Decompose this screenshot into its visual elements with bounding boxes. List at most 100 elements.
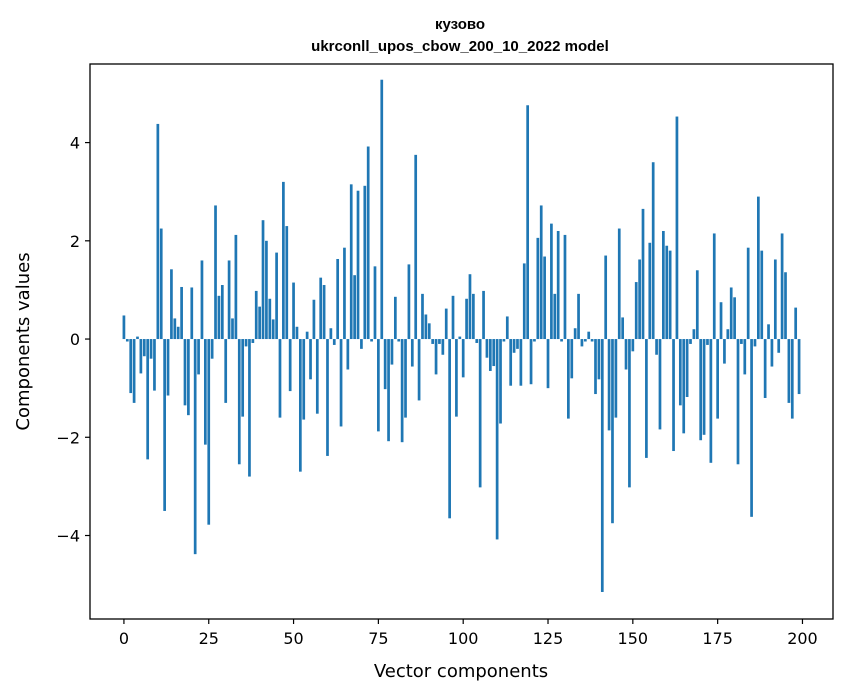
bar xyxy=(356,190,360,340)
bar xyxy=(546,339,550,389)
y-tick-label: −2 xyxy=(56,428,80,447)
bar xyxy=(397,339,401,342)
bar xyxy=(197,339,200,375)
bar xyxy=(431,339,435,344)
bar xyxy=(278,339,282,418)
bar xyxy=(153,339,156,391)
bar xyxy=(180,286,183,340)
x-tick-label: 75 xyxy=(368,629,388,648)
bar xyxy=(166,339,170,396)
bar xyxy=(407,264,411,340)
bar xyxy=(271,319,275,340)
bar xyxy=(529,339,533,385)
bar xyxy=(773,259,777,340)
bar xyxy=(404,339,407,418)
bar xyxy=(227,260,231,340)
bar xyxy=(763,339,767,398)
bar xyxy=(505,316,509,340)
bar xyxy=(302,339,306,420)
bar xyxy=(417,339,421,401)
bar xyxy=(485,339,489,358)
bar xyxy=(458,336,462,340)
bar xyxy=(614,339,618,418)
bar xyxy=(339,339,343,427)
bar xyxy=(662,230,665,340)
chart-title: кузово xyxy=(435,16,485,33)
bar xyxy=(353,275,356,340)
bar xyxy=(767,324,770,340)
x-axis-ticks: 0 25 50 75 100 125 150 175 200 xyxy=(119,619,818,648)
bar xyxy=(512,339,516,353)
bar xyxy=(692,329,696,340)
bar xyxy=(594,339,597,395)
bar xyxy=(746,247,750,340)
bar xyxy=(360,339,363,349)
x-tick-label: 200 xyxy=(787,629,818,648)
x-tick-label: 0 xyxy=(119,629,129,648)
bar xyxy=(475,339,479,343)
bar xyxy=(689,339,692,344)
bar xyxy=(641,208,645,340)
bar xyxy=(733,297,736,340)
bar xyxy=(675,116,679,340)
bar xyxy=(332,339,336,345)
bar xyxy=(217,295,221,340)
bar xyxy=(285,226,289,340)
y-axis-ticks: −4 −2 0 2 4 xyxy=(56,134,90,546)
bars-group xyxy=(122,79,801,592)
bar xyxy=(560,339,563,342)
bar xyxy=(207,339,211,525)
bar xyxy=(424,314,428,340)
bar xyxy=(770,339,774,367)
bar xyxy=(265,240,268,340)
bar xyxy=(797,339,801,395)
bar xyxy=(149,339,153,359)
bar xyxy=(156,123,160,340)
bar xyxy=(251,339,255,343)
bar xyxy=(319,277,323,340)
bar xyxy=(580,339,584,347)
bar xyxy=(139,339,143,374)
x-tick-label: 150 xyxy=(618,629,649,648)
bar xyxy=(434,339,438,375)
bar xyxy=(363,185,367,340)
x-tick-label: 125 xyxy=(533,629,564,648)
bar xyxy=(699,339,703,441)
bar xyxy=(790,339,794,419)
y-tick-label: 4 xyxy=(70,134,80,153)
x-axis-label: Vector components xyxy=(374,661,548,682)
bar xyxy=(187,339,190,416)
bar xyxy=(183,339,187,406)
bar xyxy=(122,315,126,340)
bar xyxy=(258,306,261,340)
bar xyxy=(472,293,475,340)
bar xyxy=(298,339,302,472)
bar xyxy=(383,339,387,390)
y-tick-label: 0 xyxy=(70,330,80,349)
bar xyxy=(237,339,241,465)
bar xyxy=(533,339,536,342)
bar xyxy=(695,270,699,340)
bar xyxy=(234,234,238,340)
bar xyxy=(729,287,733,340)
bar xyxy=(526,105,530,340)
bar xyxy=(726,329,730,340)
bar xyxy=(190,287,194,340)
bar xyxy=(336,258,340,340)
bar xyxy=(214,205,217,340)
bar xyxy=(509,339,513,386)
bar xyxy=(163,339,166,511)
bar xyxy=(570,339,574,379)
bar xyxy=(685,339,689,397)
bar xyxy=(248,339,251,477)
bar xyxy=(288,339,292,392)
bar xyxy=(665,245,669,340)
bar xyxy=(621,317,625,340)
bar xyxy=(495,339,499,540)
bar xyxy=(617,228,621,340)
bar xyxy=(655,339,658,355)
bar xyxy=(322,285,326,340)
bar xyxy=(631,339,635,352)
bar xyxy=(600,339,604,592)
